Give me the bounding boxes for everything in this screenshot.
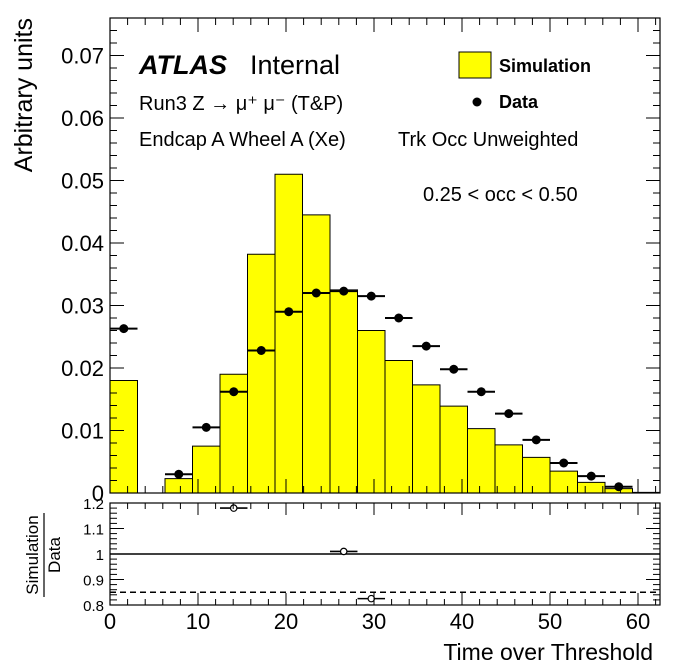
annotation-weighting: Trk Occ Unweighted <box>398 129 578 151</box>
data-point <box>421 341 431 351</box>
legend-simulation-label: Simulation <box>499 56 591 76</box>
legend-data-label: Data <box>499 92 539 112</box>
legend-data-marker <box>472 97 482 107</box>
ratio-y-label-denominator: Data <box>45 537 64 573</box>
data-point <box>504 409 514 419</box>
simulation-histogram <box>109 173 661 494</box>
ratio-y-tick-label: 1 <box>96 547 104 564</box>
data-point <box>531 435 541 445</box>
x-tick-label: 40 <box>450 609 474 634</box>
ratio-point <box>339 547 348 556</box>
data-point <box>311 288 321 298</box>
x-tick-label: 30 <box>362 609 386 634</box>
simulation-bin <box>549 470 578 494</box>
ratio-x-axis: 0 10 20 30 40 50 60 <box>104 503 657 634</box>
simulation-bin <box>494 444 523 494</box>
y-tick-label: 0.04 <box>61 231 104 256</box>
ratio-y-axis-label: Simulation Data <box>23 513 64 597</box>
atlas-status-label: Internal <box>250 50 340 80</box>
data-point <box>339 286 349 296</box>
ratio-reference-lines <box>110 553 660 593</box>
ratio-y-tick-label: 1.2 <box>83 496 104 513</box>
data-point <box>394 313 404 323</box>
ratio-points <box>219 504 386 603</box>
simulation-bin <box>274 173 303 494</box>
data-point <box>614 482 624 492</box>
x-tick-label: 60 <box>626 609 650 634</box>
y-tick-label: 0.07 <box>61 44 104 69</box>
ratio-point <box>229 504 238 512</box>
ratio-y-axis: 0.8 0.9 1 1.1 1.2 <box>83 496 660 615</box>
data-point <box>586 471 596 481</box>
atlas-label: ATLAS <box>138 50 227 80</box>
data-point <box>201 422 211 432</box>
main-y-axis: 0 0.01 0.02 0.03 0.04 0.05 0.06 0.07 <box>61 30 660 506</box>
data-point <box>174 469 184 479</box>
y-axis-label: Arbitrary units <box>10 18 38 172</box>
data-point <box>476 387 486 397</box>
data-point <box>559 458 569 468</box>
data-point <box>284 307 294 317</box>
x-axis-label: Time over Threshold <box>443 639 653 665</box>
annotation-occupancy: 0.25 < occ < 0.50 <box>423 184 578 206</box>
simulation-bin <box>109 380 138 494</box>
data-point <box>229 387 239 397</box>
annotation-region: Endcap A Wheel A (Xe) <box>139 129 346 151</box>
simulation-bin <box>384 360 413 494</box>
simulation-bin <box>302 214 331 494</box>
legend: Simulation Data <box>458 51 591 112</box>
data-point <box>366 291 376 301</box>
simulation-bin <box>192 445 221 494</box>
y-tick-label: 0.03 <box>61 294 104 319</box>
data-point <box>256 346 266 355</box>
legend-simulation-swatch <box>458 51 492 79</box>
simulation-bin <box>329 289 358 494</box>
simulation-bin <box>577 481 606 494</box>
main-x-axis-ticks <box>109 18 657 493</box>
simulation-bin <box>522 456 551 494</box>
y-tick-label: 0.05 <box>61 169 104 194</box>
annotation-run: Run3 Z → μ⁺ μ⁻ (T&P) <box>139 93 343 115</box>
ratio-y-tick-label: 1.1 <box>83 522 104 539</box>
y-tick-label: 0.01 <box>61 419 104 444</box>
data-points <box>110 286 633 492</box>
ratio-y-tick-label: 0.9 <box>83 573 104 590</box>
simulation-bin <box>439 405 468 494</box>
x-tick-label: 50 <box>538 609 562 634</box>
x-tick-label: 20 <box>274 609 298 634</box>
ratio-y-tick-label: 0.8 <box>83 598 104 615</box>
y-tick-label: 0.02 <box>61 356 104 381</box>
data-point <box>449 364 459 374</box>
simulation-bin <box>164 478 193 494</box>
x-tick-label: 10 <box>186 609 210 634</box>
simulation-bin <box>412 384 441 494</box>
y-tick-label: 0.06 <box>61 106 104 131</box>
x-tick-label: 0 <box>104 609 116 634</box>
simulation-bin <box>467 428 496 494</box>
y-tick-label: 0 <box>92 481 104 506</box>
data-point <box>119 324 129 334</box>
ratio-y-label-numerator: Simulation <box>23 515 42 594</box>
simulation-bin <box>357 330 386 494</box>
simulation-bin <box>247 253 276 494</box>
